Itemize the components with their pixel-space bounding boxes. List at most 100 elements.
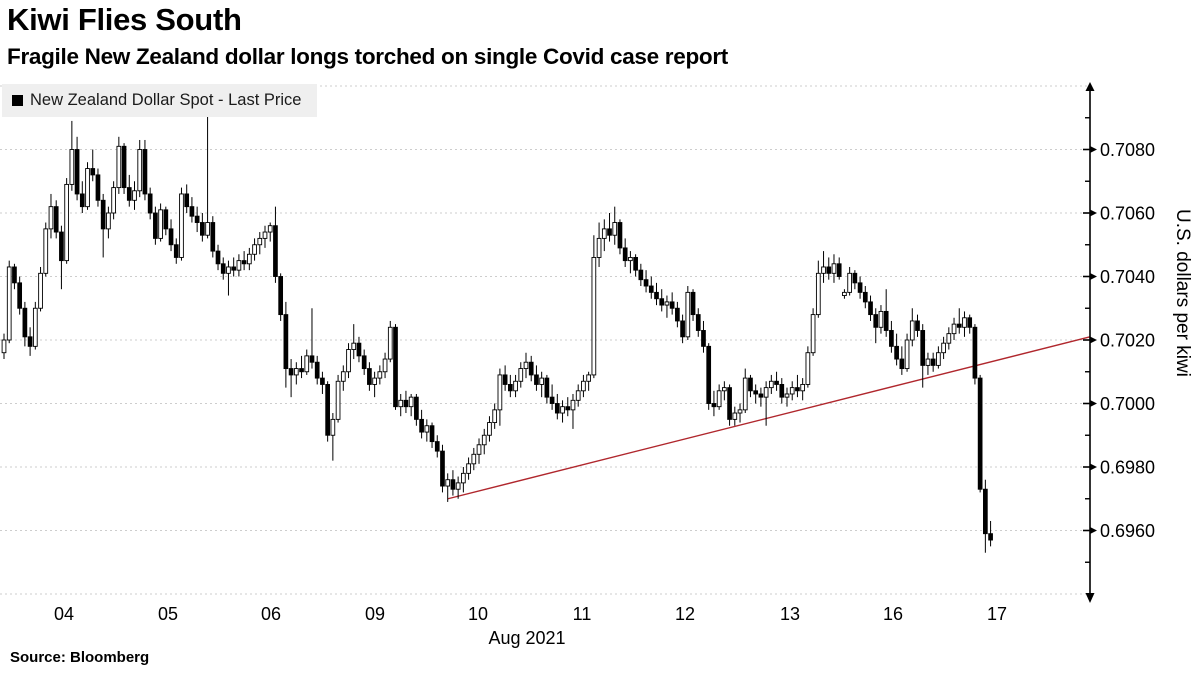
candle-body (810, 314, 816, 354)
candle-body (596, 237, 602, 258)
candle-body (664, 301, 670, 306)
y-tick-label: 0.6980 (1100, 458, 1155, 478)
candle-body (121, 145, 127, 189)
candle-body (643, 279, 649, 287)
black-square-icon (12, 95, 23, 106)
candle-body (147, 193, 153, 214)
candle-body (842, 291, 847, 296)
candle-body (262, 231, 268, 239)
candle-body (889, 330, 894, 347)
candle-body (633, 257, 638, 271)
candle-body (382, 358, 388, 373)
candle-body (701, 330, 706, 347)
candle-body (32, 307, 38, 347)
candle-body (857, 282, 863, 293)
candle-body (669, 301, 675, 309)
candle-body (429, 425, 435, 443)
candle-body (722, 387, 727, 392)
candle-body (278, 276, 284, 316)
x-axis: 04 05 06 09 10 11 12 13 16 17 Aug 2021 (54, 604, 1007, 648)
candle-body (737, 409, 743, 414)
y-tick-arrow-icon (1090, 273, 1097, 280)
candle-body (241, 260, 247, 265)
candle-body (403, 399, 409, 408)
candle-body (450, 479, 456, 490)
candle-body (231, 266, 237, 271)
candle-body (69, 149, 75, 185)
candle-body (17, 282, 23, 309)
candle-body (215, 250, 221, 265)
candle-body (883, 310, 889, 331)
y-tick-label: 0.7000 (1100, 394, 1155, 414)
axis-arrow-down-icon (1085, 593, 1095, 603)
candle-body (408, 396, 414, 408)
candle-body (507, 384, 513, 392)
candle-body (732, 412, 738, 420)
candle-body (920, 330, 926, 366)
candle-body (936, 352, 941, 366)
candle-body (554, 403, 560, 414)
candle-body (236, 260, 242, 271)
candle-body (132, 190, 137, 201)
candle-body (977, 377, 983, 490)
candle-body (27, 336, 33, 347)
candle-body (826, 266, 832, 274)
x-tick-label: 10 (468, 604, 488, 624)
candle-body (220, 263, 226, 274)
legend: New Zealand Dollar Spot - Last Price (2, 84, 318, 117)
candle-body (419, 418, 424, 433)
y-tick-label: 0.7060 (1100, 204, 1155, 224)
chart-title: Kiwi Flies South (7, 2, 242, 37)
candle-body (695, 314, 701, 331)
candle-body (727, 387, 732, 420)
candle-body (575, 390, 581, 401)
candle-body (716, 390, 722, 408)
candle-body (424, 425, 430, 433)
candle-body (361, 355, 367, 370)
candle-body (116, 145, 122, 189)
candle-body (43, 228, 49, 274)
candle-body (273, 225, 278, 277)
candle-body (742, 377, 748, 411)
candle-body (252, 244, 257, 255)
candle-body (815, 272, 821, 316)
candle-body (544, 377, 550, 398)
candle-body (983, 488, 988, 535)
x-tick-label: 16 (883, 604, 903, 624)
candle-body (168, 228, 174, 246)
candle-body (153, 212, 158, 239)
candle-body (570, 399, 576, 411)
candle-body (346, 349, 351, 373)
candle-body (988, 533, 993, 541)
candle-body (591, 257, 597, 376)
y-tick-label: 0.7040 (1100, 267, 1155, 287)
candle-body (6, 266, 12, 341)
candle-body (768, 380, 774, 389)
candle-body (758, 393, 764, 398)
y-tick-label: 0.7080 (1100, 140, 1155, 160)
axis-arrow-up-icon (1085, 82, 1095, 91)
candle-body (711, 403, 717, 408)
candle-body (805, 352, 811, 385)
candle-body (246, 253, 252, 265)
candle-body (163, 209, 169, 230)
candle-body (868, 301, 873, 316)
candle-body (492, 409, 498, 424)
candle-body (523, 361, 529, 370)
candle-body (946, 333, 952, 344)
candle-body (189, 206, 195, 217)
candle-body (38, 272, 43, 309)
candle-body (795, 387, 800, 392)
candle-body (909, 320, 915, 341)
candle-body (293, 368, 299, 376)
candle-body (748, 377, 753, 392)
candle-body (476, 444, 482, 455)
y-tick-arrow-icon (1090, 527, 1097, 534)
candle-body (873, 314, 879, 328)
candle-body (628, 257, 633, 262)
candle-body (601, 228, 607, 239)
candle-body (821, 266, 826, 274)
candle-body (299, 368, 304, 373)
